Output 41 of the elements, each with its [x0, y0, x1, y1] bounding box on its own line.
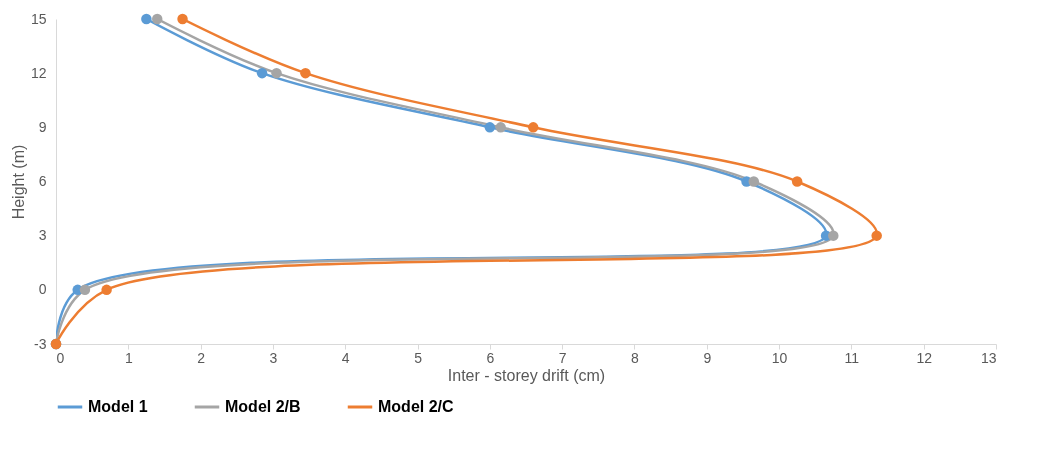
x-axis-title: Inter - storey drift (cm) — [447, 366, 606, 384]
point — [300, 67, 311, 79]
x-tick-label: 10 — [771, 349, 788, 366]
point — [141, 13, 152, 25]
legend-label: Model 2/C — [378, 398, 455, 415]
point — [151, 13, 163, 25]
x-tick-label: 11 — [844, 349, 860, 366]
x-tick-label: 2 — [197, 349, 206, 366]
x-tick-label: 13 — [980, 349, 997, 366]
y-tick-label: 0 — [38, 281, 47, 298]
point — [791, 176, 803, 187]
y-tick-label: -3 — [34, 335, 47, 352]
y-tick-label: 9 — [38, 118, 47, 135]
x-tick-label: 12 — [916, 349, 933, 366]
y-tick-label: 6 — [38, 173, 47, 189]
x-tick-label: 0 — [56, 349, 65, 366]
point — [484, 122, 496, 133]
x-tick-label: 7 — [558, 349, 567, 366]
point — [101, 284, 112, 296]
legend-label: Model 2/B — [225, 398, 301, 415]
point — [748, 176, 760, 187]
y-tick-label: 15 — [30, 10, 47, 27]
x-tick-label: 3 — [269, 349, 278, 366]
point — [527, 122, 539, 133]
x-tick-label: 5 — [414, 349, 423, 366]
y-tick-label: 3 — [38, 227, 47, 244]
x-tick-label: 1 — [124, 349, 133, 366]
point — [495, 122, 506, 133]
y-tick-label: 12 — [30, 64, 47, 81]
point — [271, 67, 282, 79]
x-tick-label: 4 — [341, 349, 350, 366]
point — [828, 230, 839, 241]
point — [177, 13, 188, 25]
point — [79, 284, 91, 296]
point — [871, 230, 882, 241]
x-tick-label: 6 — [486, 349, 495, 366]
point — [256, 67, 268, 79]
legend-label: Model 1 — [88, 398, 148, 415]
x-tick-label: 8 — [631, 349, 640, 366]
y-axis-title: Height (m) — [9, 144, 27, 220]
x-tick-label: 9 — [703, 349, 712, 366]
